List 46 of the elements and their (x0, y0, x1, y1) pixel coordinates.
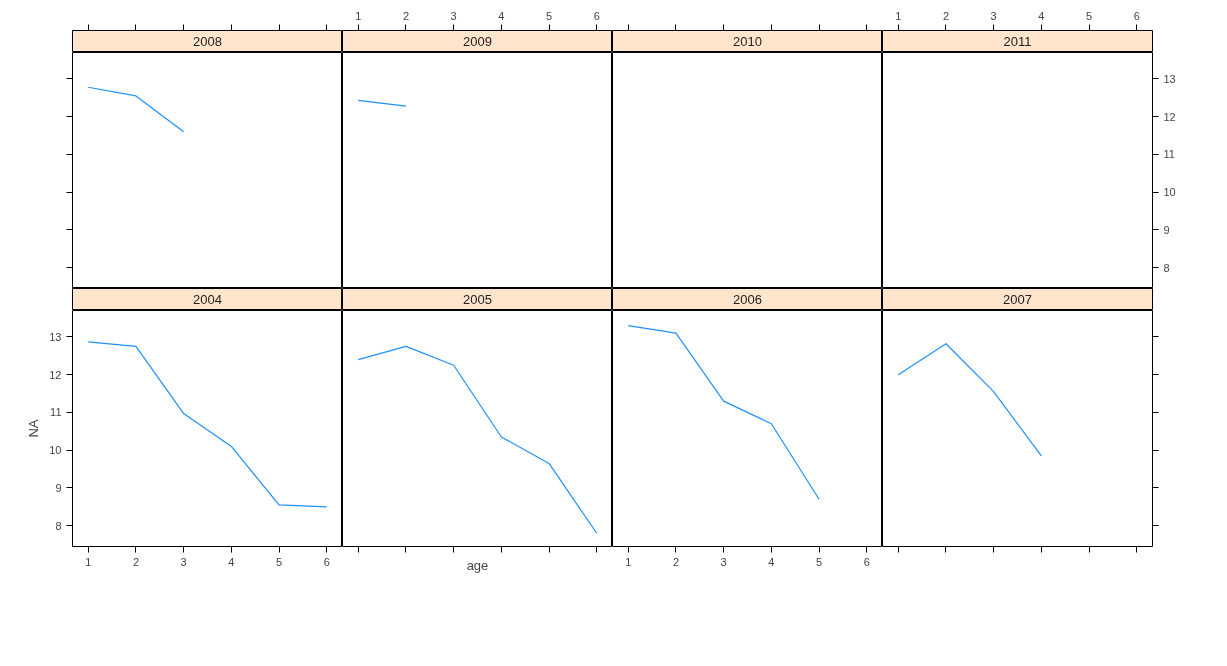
x-tick-label: 1 (85, 555, 92, 568)
chart-title: 2007 (1003, 292, 1032, 307)
chart-title: 2004 (193, 292, 222, 307)
x-tick-label: 6 (863, 555, 870, 568)
x-tick-label: 1 (355, 9, 362, 22)
chart-title: 2009 (463, 34, 492, 49)
x-tick-label: 3 (720, 555, 727, 568)
y-tick-label: 8 (55, 519, 62, 532)
x-tick-label: 3 (990, 9, 997, 22)
x-tick-label: 6 (323, 555, 330, 568)
x-tick-label: 3 (450, 9, 457, 22)
x-tick-label: 4 (768, 555, 775, 568)
x-axis-title: age (466, 557, 489, 573)
chart-title: 2010 (733, 34, 762, 49)
y-tick-label: 12 (1163, 110, 1176, 123)
y-tick-label: 9 (55, 481, 62, 494)
chart-title: 2006 (733, 292, 762, 307)
x-tick-label: 3 (180, 555, 187, 568)
y-tick-label: 10 (1163, 186, 1176, 199)
y-tick-label: 12 (49, 368, 62, 381)
x-tick-label: 4 (228, 555, 235, 568)
x-tick-label: 6 (1133, 9, 1140, 22)
x-tick-label: 1 (625, 555, 632, 568)
y-tick-label: 13 (49, 330, 62, 343)
x-tick-label: 2 (132, 555, 140, 568)
y-tick-label: 11 (1163, 148, 1175, 161)
y-tick-label: 13 (1163, 72, 1176, 85)
x-tick-label: 2 (942, 9, 950, 22)
chart-title: 2008 (193, 34, 222, 49)
y-tick-label: 8 (1163, 261, 1170, 274)
x-tick-label: 5 (276, 555, 283, 568)
x-tick-label: 2 (672, 555, 680, 568)
y-tick-label: 11 (50, 406, 62, 419)
x-tick-label: 4 (498, 9, 505, 22)
x-tick-label: 5 (816, 555, 823, 568)
x-tick-label: 5 (546, 9, 553, 22)
x-tick-label: 4 (1038, 9, 1045, 22)
y-tick-label: 10 (49, 444, 62, 457)
chart-title: 2011 (1003, 34, 1032, 49)
x-tick-label: 6 (593, 9, 600, 22)
x-tick-label: 5 (1086, 9, 1093, 22)
chart-title: 2005 (463, 292, 492, 307)
y-axis-title: NA (26, 419, 42, 438)
x-tick-label: 2 (402, 9, 410, 22)
x-tick-label: 1 (895, 9, 902, 22)
y-tick-label: 9 (1163, 223, 1170, 236)
